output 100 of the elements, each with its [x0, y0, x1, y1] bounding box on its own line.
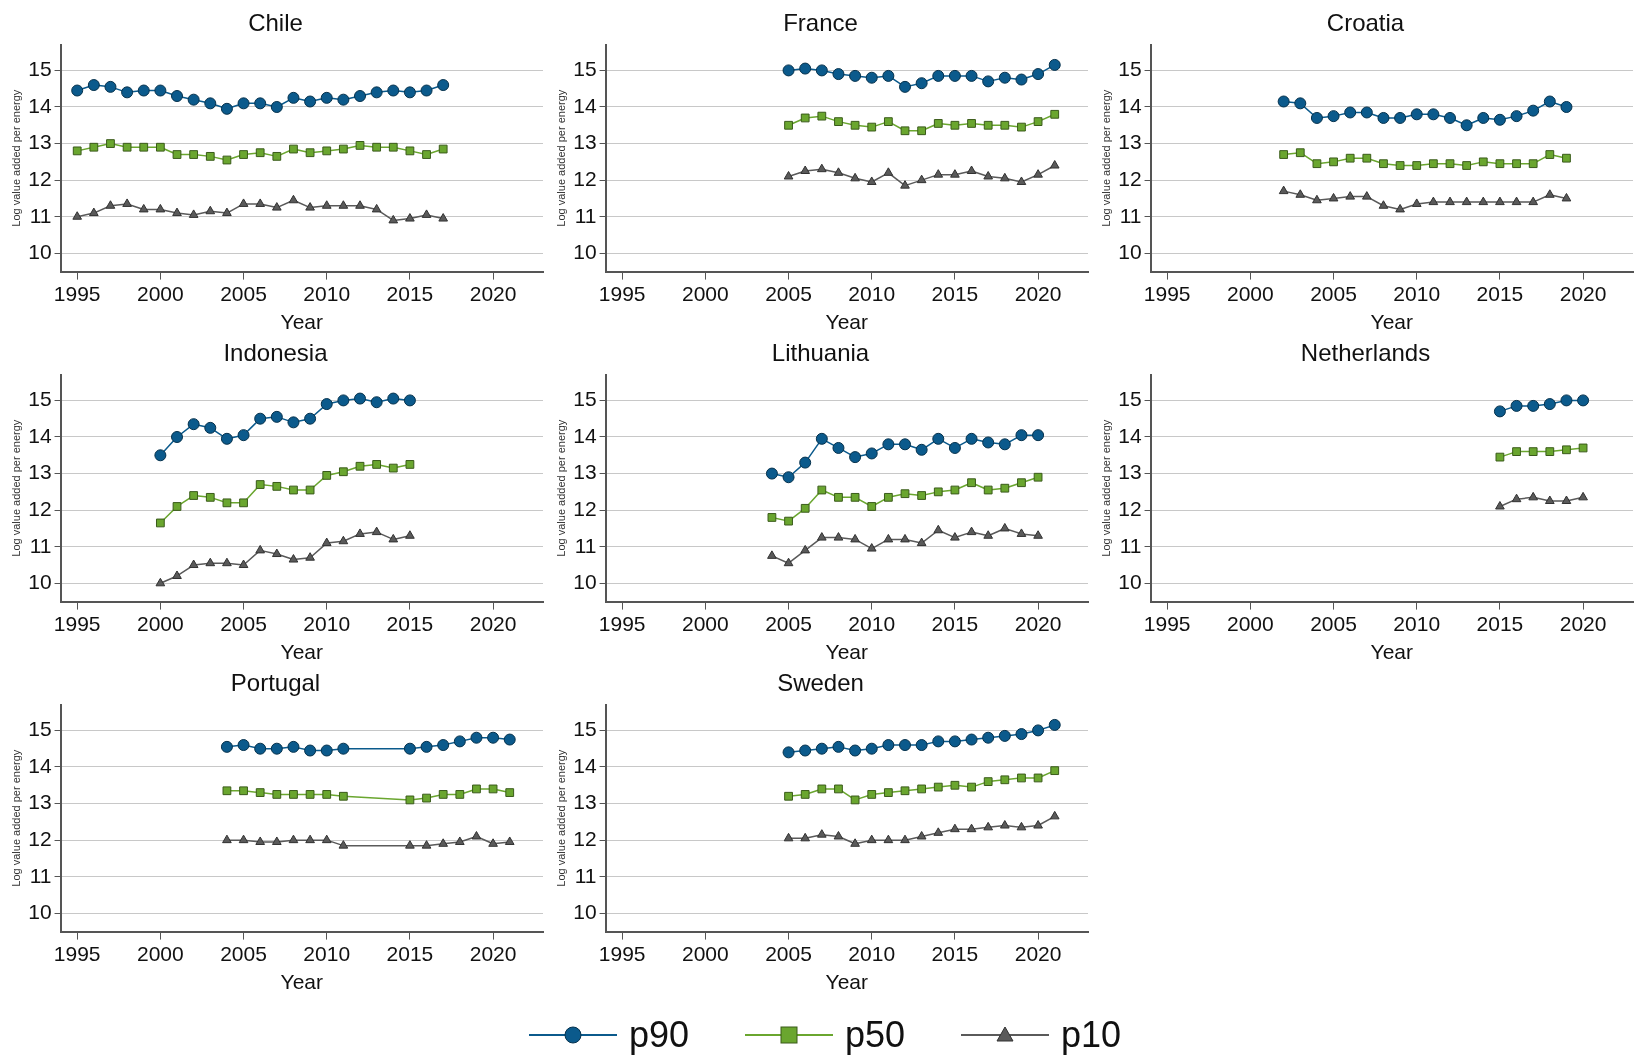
- point: [900, 126, 910, 136]
- y-tick-label: 14: [573, 93, 597, 117]
- x-tick-label: 2010: [848, 942, 896, 965]
- point: [1015, 429, 1028, 442]
- y-tick-label: 13: [573, 130, 597, 154]
- point: [255, 148, 265, 158]
- point: [817, 163, 827, 173]
- point: [222, 557, 232, 567]
- x-tick-label: 2005: [1310, 612, 1357, 635]
- point: [1294, 97, 1307, 110]
- point: [1528, 159, 1538, 169]
- point: [1493, 405, 1506, 418]
- point: [883, 834, 894, 844]
- point: [222, 786, 232, 796]
- point: [287, 91, 300, 104]
- point: [287, 416, 300, 429]
- point: [187, 93, 200, 106]
- chart-title: Croatia: [1326, 9, 1405, 37]
- point: [470, 731, 483, 744]
- point: [305, 148, 315, 158]
- point: [1394, 111, 1407, 124]
- point: [87, 79, 100, 92]
- x-tick-label: 1995: [53, 612, 101, 635]
- point: [121, 86, 134, 99]
- point: [322, 471, 332, 480]
- point: [471, 830, 482, 840]
- point: [966, 526, 977, 536]
- y-tick-label: 15: [28, 57, 52, 81]
- point: [239, 786, 248, 796]
- point: [222, 207, 232, 217]
- y-tick-label: 10: [28, 570, 52, 594]
- point: [982, 731, 995, 744]
- point: [833, 830, 844, 840]
- point: [1000, 120, 1010, 130]
- point: [784, 791, 793, 801]
- point: [933, 782, 943, 792]
- y-tick-label: 13: [28, 790, 52, 814]
- point: [1377, 111, 1390, 124]
- x-tick-label: 2020: [469, 942, 517, 965]
- x-tick-label: 2015: [386, 282, 434, 305]
- point: [1495, 452, 1505, 462]
- point: [421, 840, 432, 849]
- point: [354, 90, 367, 103]
- x-axis-title: Year: [825, 970, 868, 994]
- y-tick-label: 12: [573, 826, 597, 850]
- point: [255, 544, 266, 554]
- point: [338, 467, 348, 477]
- point: [932, 735, 945, 748]
- x-tick-label: 2010: [303, 282, 351, 305]
- point: [438, 790, 448, 799]
- point: [933, 119, 943, 128]
- point: [504, 836, 515, 845]
- point: [832, 740, 845, 753]
- point: [222, 155, 232, 165]
- y-tick-label: 12: [28, 496, 52, 520]
- point: [1493, 113, 1506, 126]
- y-axis-title: Log value added per energy: [9, 749, 22, 887]
- y-tick-label: 15: [573, 57, 597, 81]
- y-tick-label: 10: [28, 240, 52, 264]
- point: [1445, 159, 1455, 169]
- point: [916, 830, 927, 840]
- point: [270, 742, 283, 755]
- point: [438, 144, 448, 154]
- point: [1378, 200, 1389, 209]
- y-tick-label: 10: [28, 900, 52, 924]
- x-tick-label: 2020: [1014, 282, 1062, 305]
- x-tick-label: 2005: [220, 612, 267, 635]
- point: [983, 821, 994, 831]
- y-tick-label: 13: [28, 130, 52, 154]
- point: [900, 180, 910, 189]
- x-tick-label: 2000: [137, 282, 184, 305]
- x-axis-title: Year: [1370, 640, 1413, 664]
- x-tick-label: 1995: [598, 612, 646, 635]
- point: [272, 202, 282, 211]
- point: [1510, 399, 1523, 412]
- y-tick-label: 11: [29, 203, 52, 227]
- point: [338, 535, 349, 545]
- point: [154, 449, 167, 462]
- point: [1279, 150, 1289, 159]
- point: [187, 418, 200, 431]
- y-tick-label: 15: [28, 387, 52, 411]
- legend-label: p90: [628, 1014, 689, 1056]
- x-tick-label: 2000: [682, 282, 729, 305]
- point: [1327, 110, 1340, 123]
- x-tick-label: 2020: [469, 282, 517, 305]
- point: [1395, 203, 1405, 213]
- point: [1544, 189, 1555, 198]
- point: [1578, 491, 1588, 501]
- y-axis-title: Log value added per energy: [9, 419, 22, 557]
- x-tick-label: 2015: [386, 942, 434, 965]
- point: [503, 733, 516, 746]
- y-tick-label: 11: [29, 533, 52, 557]
- point: [865, 742, 878, 755]
- point: [850, 172, 860, 182]
- x-tick-label: 2020: [1014, 612, 1062, 635]
- point: [965, 432, 978, 445]
- point: [171, 430, 184, 443]
- point: [900, 834, 910, 844]
- point: [767, 513, 777, 522]
- point: [205, 151, 215, 161]
